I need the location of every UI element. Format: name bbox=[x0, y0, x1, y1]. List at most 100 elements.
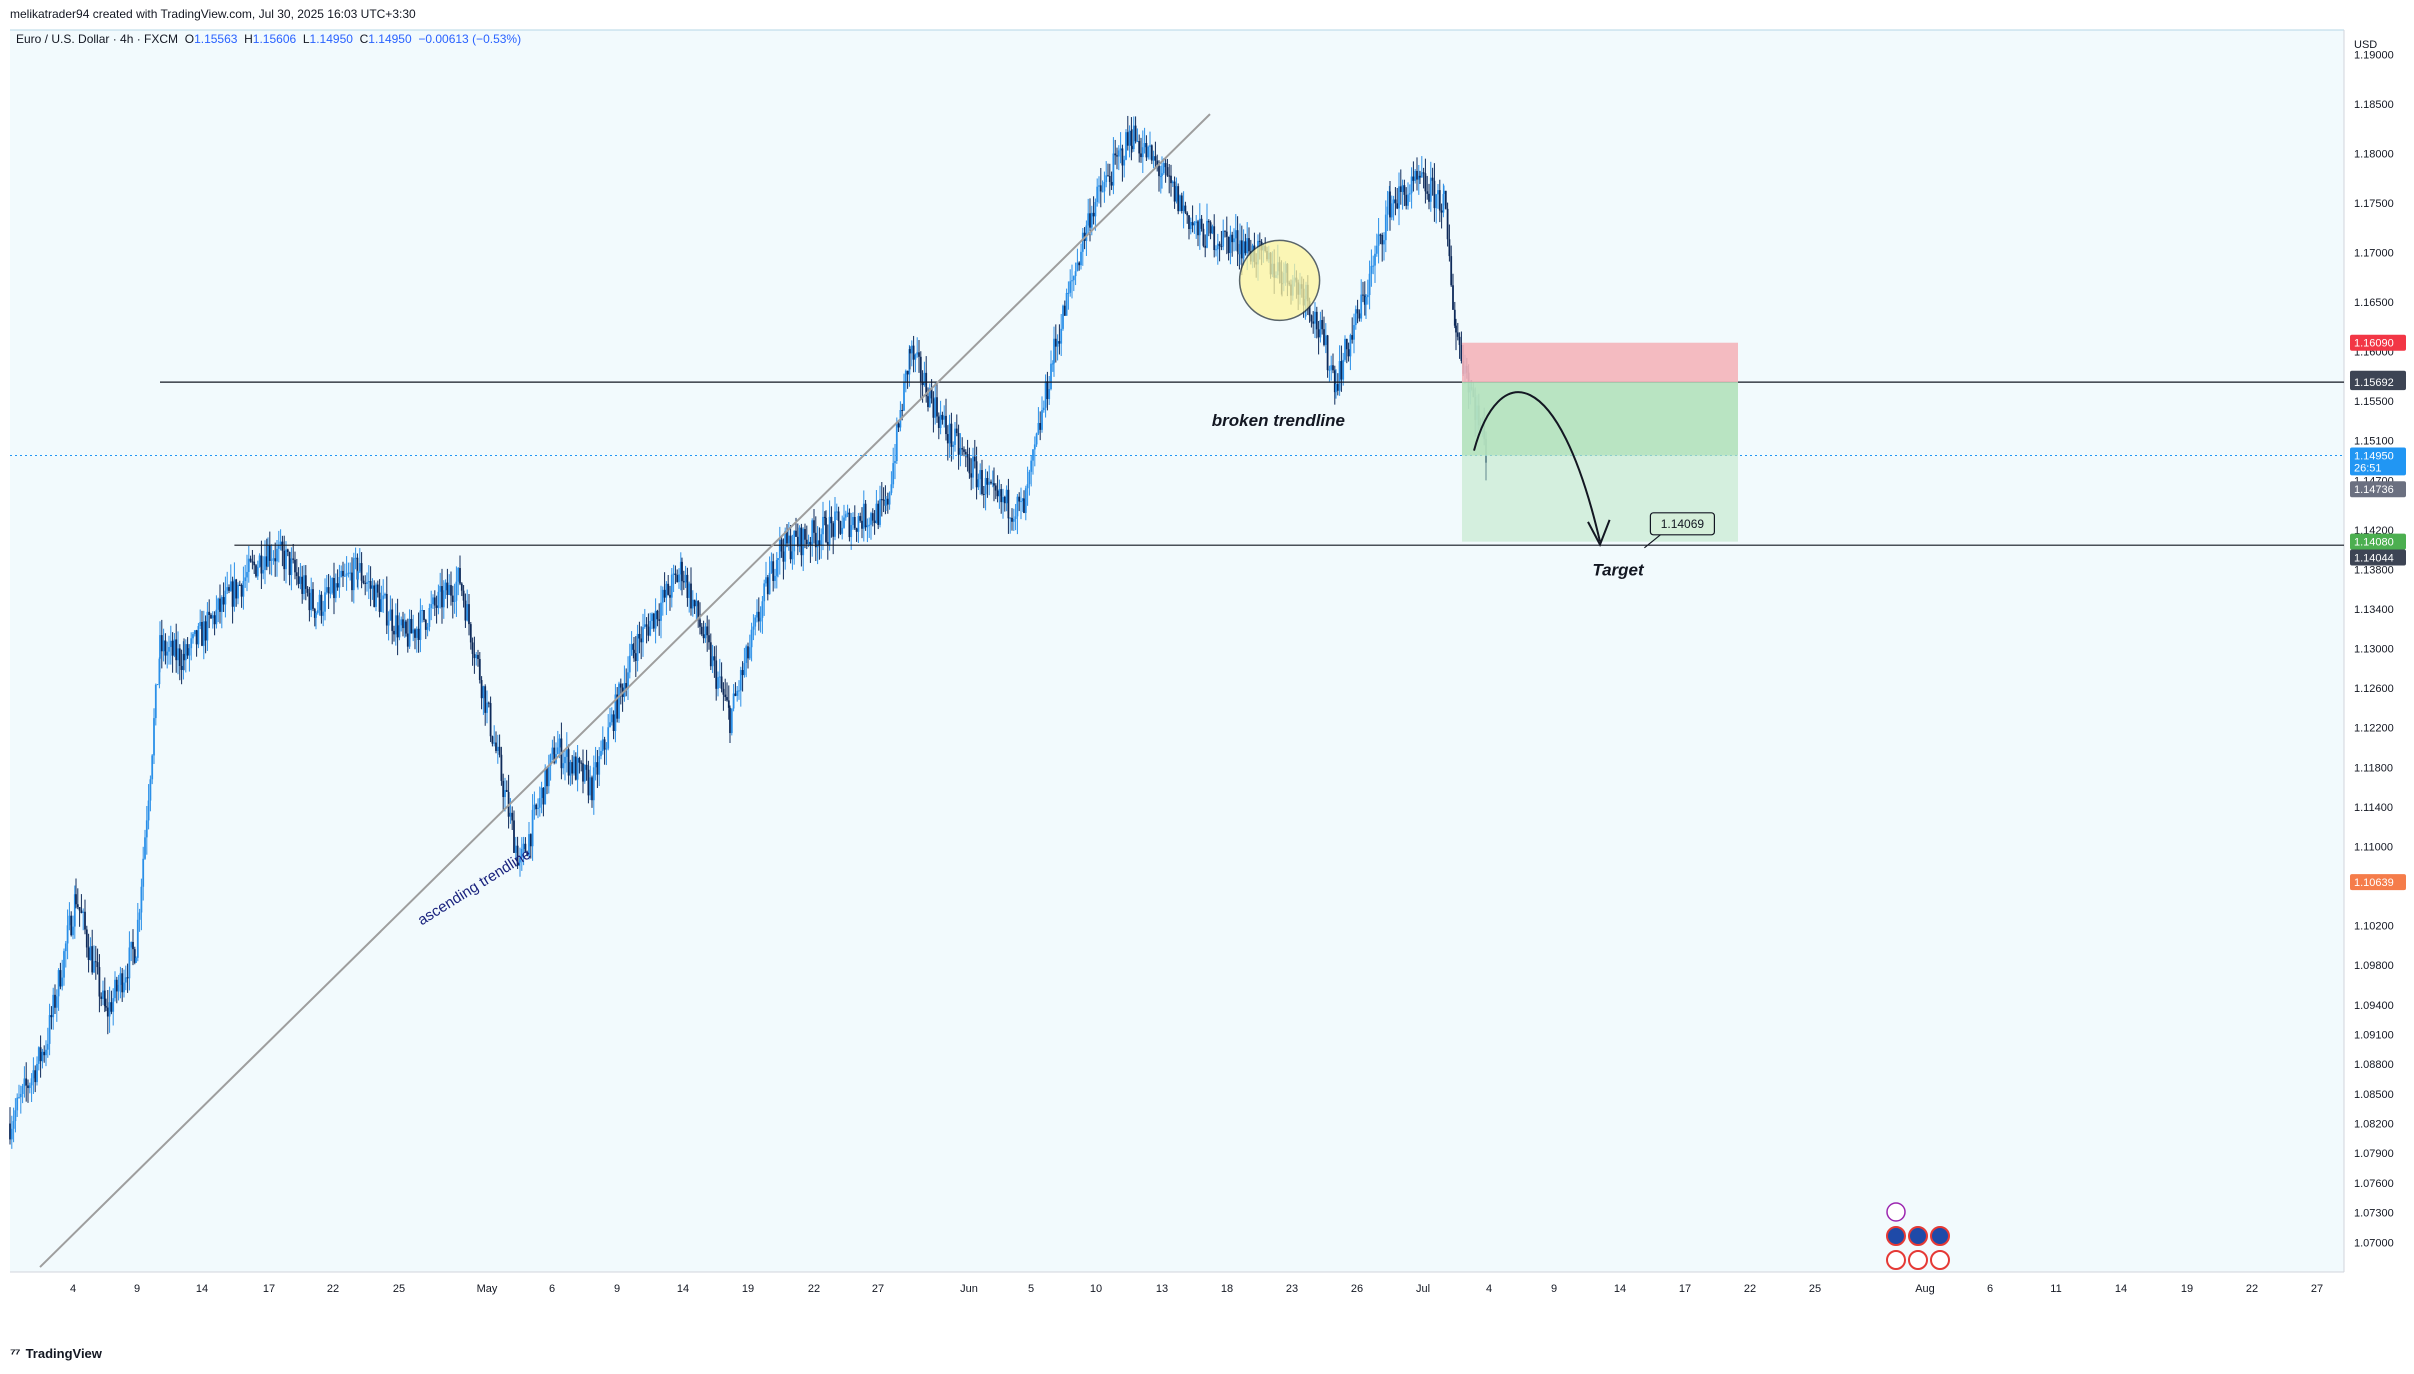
candle-body bbox=[331, 578, 334, 593]
candle-body bbox=[393, 630, 395, 635]
candle-body bbox=[1154, 156, 1157, 161]
candle-body bbox=[1317, 329, 1320, 338]
target-callout-box bbox=[1649, 512, 1716, 536]
candle-body bbox=[477, 654, 479, 659]
candle-body bbox=[634, 653, 637, 661]
candle-body bbox=[39, 1047, 42, 1062]
candle-body bbox=[1338, 361, 1341, 391]
candle-body bbox=[1024, 488, 1027, 513]
candle-body bbox=[1023, 498, 1025, 513]
candle-body bbox=[1408, 193, 1411, 195]
candle-body bbox=[1344, 338, 1346, 360]
candle-body bbox=[835, 511, 838, 513]
candle-body bbox=[513, 820, 515, 853]
candle-body bbox=[864, 503, 867, 528]
candle-body bbox=[100, 996, 103, 999]
candle-body bbox=[1112, 153, 1115, 186]
candle-body bbox=[98, 967, 101, 997]
candle-body bbox=[1229, 234, 1232, 254]
candle-body bbox=[1456, 332, 1459, 337]
y-tick-label: 1.10200 bbox=[2354, 921, 2394, 933]
candle-body bbox=[832, 523, 835, 537]
candle-body bbox=[448, 585, 451, 595]
candle-body bbox=[1171, 181, 1174, 184]
candle-body bbox=[424, 619, 427, 630]
price-axis-badge bbox=[2350, 459, 2406, 476]
footer-brand[interactable]: ⁷⁷ TradingView bbox=[10, 1343, 102, 1363]
candle-body bbox=[297, 576, 300, 584]
candle-body bbox=[1140, 153, 1142, 158]
candle-body bbox=[952, 444, 955, 447]
high-value: 1.15606 bbox=[252, 32, 297, 46]
candle-body bbox=[553, 747, 556, 763]
candle-body bbox=[1444, 190, 1447, 209]
candle-body bbox=[362, 580, 365, 583]
candle-body bbox=[775, 560, 778, 576]
candle-body bbox=[1156, 160, 1159, 166]
candle-body bbox=[61, 977, 64, 987]
candle-body bbox=[754, 617, 757, 627]
x-tick-label: 11 bbox=[2050, 1283, 2061, 1295]
y-tick-label: 1.18500 bbox=[2354, 99, 2394, 111]
candle-body bbox=[540, 787, 543, 798]
candle-body bbox=[192, 634, 194, 639]
candle-body bbox=[877, 503, 880, 525]
y-tick-label: 1.07600 bbox=[2354, 1178, 2394, 1190]
lightning-event-icon bbox=[1886, 1202, 1906, 1222]
candle-body bbox=[761, 601, 764, 618]
candle-body bbox=[1333, 370, 1336, 393]
candle-body bbox=[149, 779, 152, 801]
candle-body bbox=[121, 973, 124, 993]
candle-body bbox=[828, 516, 831, 545]
candle-body bbox=[1308, 301, 1311, 316]
candle-body bbox=[1458, 336, 1461, 345]
candle-body bbox=[857, 516, 860, 532]
candle-body bbox=[396, 615, 399, 638]
candle-body bbox=[514, 845, 517, 853]
candle-body bbox=[1005, 489, 1008, 504]
candle-body bbox=[213, 615, 216, 625]
candle-body bbox=[1054, 338, 1057, 347]
candle-body bbox=[398, 625, 401, 638]
candle-body bbox=[511, 812, 514, 821]
candle-body bbox=[816, 540, 819, 548]
y-tick-label: 1.09800 bbox=[2354, 960, 2394, 972]
candle-body bbox=[1315, 311, 1318, 330]
candle-body bbox=[186, 644, 189, 656]
candle-body bbox=[691, 599, 694, 609]
candle-body bbox=[805, 539, 808, 545]
candle-body bbox=[679, 561, 682, 575]
target-callout-label: 1.14069 bbox=[1661, 517, 1705, 531]
candle-body bbox=[519, 857, 521, 863]
candle-body bbox=[1143, 143, 1146, 148]
candle-body bbox=[1202, 228, 1205, 246]
candle-body bbox=[638, 633, 641, 639]
candle-body bbox=[244, 577, 247, 582]
candle-body bbox=[1326, 335, 1329, 371]
candle-body bbox=[853, 516, 856, 529]
candle-body bbox=[1422, 172, 1425, 174]
candle-body bbox=[633, 649, 635, 654]
candle-body bbox=[645, 624, 648, 627]
candle-body bbox=[279, 541, 282, 546]
candle-body bbox=[327, 587, 330, 594]
candle-body bbox=[1117, 150, 1120, 157]
candle-body bbox=[1184, 205, 1187, 213]
us-flag-event-icon bbox=[1908, 1250, 1928, 1270]
candle-body bbox=[489, 703, 492, 737]
price-axis-badge-label: 1.14736 bbox=[2354, 484, 2394, 496]
candle-body bbox=[551, 747, 554, 755]
candle-body bbox=[809, 541, 812, 546]
candle-body bbox=[338, 577, 341, 588]
candle-body bbox=[855, 528, 858, 532]
candle-body bbox=[834, 511, 836, 537]
candle-body bbox=[1424, 173, 1427, 192]
candle-body bbox=[630, 644, 633, 656]
candle-body bbox=[656, 610, 659, 620]
y-tick-label: 1.17500 bbox=[2354, 198, 2394, 210]
candle-body bbox=[37, 1047, 40, 1064]
candle-body bbox=[618, 683, 620, 719]
open-value: 1.15563 bbox=[194, 32, 238, 46]
